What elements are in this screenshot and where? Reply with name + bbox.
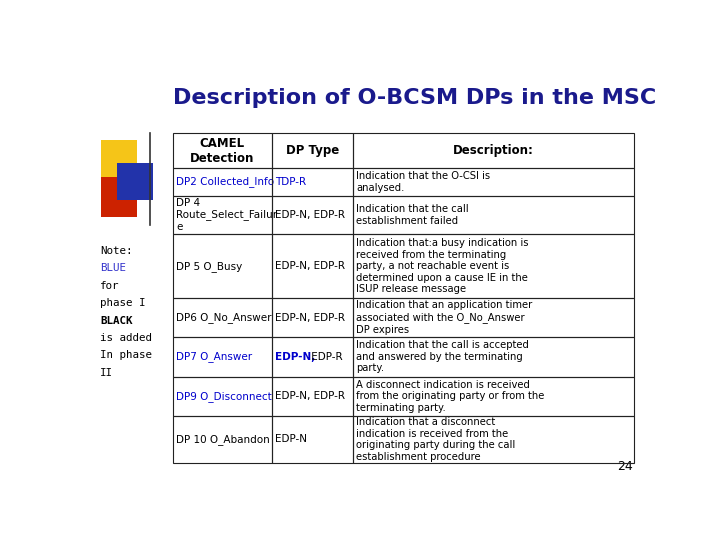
Text: DP9 O_Disconnect: DP9 O_Disconnect	[176, 391, 271, 402]
Text: is added: is added	[100, 333, 152, 343]
Bar	[173, 168, 271, 195]
Bar	[271, 337, 353, 377]
Text: DP6 O_No_Answer: DP6 O_No_Answer	[176, 312, 271, 323]
Text: phase I: phase I	[100, 298, 145, 308]
Text: II: II	[100, 368, 113, 378]
Text: A disconnect indication is received
from the originating party or from the
termi: A disconnect indication is received from…	[356, 380, 544, 413]
Text: DP 10 O_Abandon: DP 10 O_Abandon	[176, 434, 270, 445]
Text: DP2 Collected_Info: DP2 Collected_Info	[176, 177, 274, 187]
Bar	[173, 234, 271, 298]
Text: Indication that an application timer
associated with the O_No_Answer
DP expires: Indication that an application timer ass…	[356, 300, 532, 335]
Text: BLACK: BLACK	[100, 315, 132, 326]
Text: EDP-N,: EDP-N,	[275, 352, 315, 362]
Text: EDP-N, EDP-R: EDP-N, EDP-R	[275, 392, 345, 401]
Text: Indication that the O-CSI is
analysed.: Indication that the O-CSI is analysed.	[356, 171, 490, 193]
Bar	[353, 234, 634, 298]
Bar	[101, 140, 138, 177]
Bar	[101, 177, 138, 217]
Text: Indication that the call
establishment failed: Indication that the call establishment f…	[356, 204, 469, 226]
Text: 24: 24	[616, 460, 632, 473]
Bar	[173, 337, 271, 377]
Bar	[173, 415, 271, 463]
Text: DP7 O_Answer: DP7 O_Answer	[176, 352, 252, 362]
Text: In phase: In phase	[100, 350, 152, 361]
Bar	[271, 377, 353, 415]
Bar	[173, 298, 271, 337]
Bar	[117, 163, 153, 200]
Text: EDP-N, EDP-R: EDP-N, EDP-R	[275, 313, 345, 322]
Text: CAMEL
Detection: CAMEL Detection	[190, 137, 254, 165]
Bar	[173, 133, 271, 168]
Bar	[353, 337, 634, 377]
Text: DP 5 O_Busy: DP 5 O_Busy	[176, 261, 242, 272]
Text: DP 4
Route_Select_Failur
e: DP 4 Route_Select_Failur e	[176, 198, 277, 232]
Text: EDP-N: EDP-N	[275, 434, 307, 444]
Text: BLUE: BLUE	[100, 263, 126, 273]
Text: EDP-N, EDP-R: EDP-N, EDP-R	[275, 261, 345, 271]
Bar	[353, 168, 634, 195]
Bar	[271, 195, 353, 234]
Bar	[271, 298, 353, 337]
Bar	[271, 133, 353, 168]
Text: TDP-R: TDP-R	[275, 177, 306, 187]
Text: Note:: Note:	[100, 246, 132, 255]
Text: DP Type: DP Type	[286, 144, 339, 157]
Text: for: for	[100, 281, 120, 291]
Text: Description:: Description:	[453, 144, 534, 157]
Bar	[271, 415, 353, 463]
Text: EDP-N, EDP-R: EDP-N, EDP-R	[275, 210, 345, 220]
Bar	[353, 195, 634, 234]
Text: Indication that:a busy indication is
received from the terminating
party, a not : Indication that:a busy indication is rec…	[356, 238, 528, 294]
Bar	[353, 298, 634, 337]
Text: EDP-R: EDP-R	[307, 352, 342, 362]
Text: Indication that the call is accepted
and answered by the terminating
party.: Indication that the call is accepted and…	[356, 340, 528, 374]
Text: Indication that a disconnect
indication is received from the
originating party d: Indication that a disconnect indication …	[356, 417, 515, 462]
Bar	[353, 377, 634, 415]
Bar	[173, 377, 271, 415]
Bar	[271, 168, 353, 195]
Bar	[271, 234, 353, 298]
Bar	[353, 415, 634, 463]
Text: Description of O-BCSM DPs in the MSC: Description of O-BCSM DPs in the MSC	[173, 87, 656, 107]
Bar	[173, 195, 271, 234]
Bar	[353, 133, 634, 168]
